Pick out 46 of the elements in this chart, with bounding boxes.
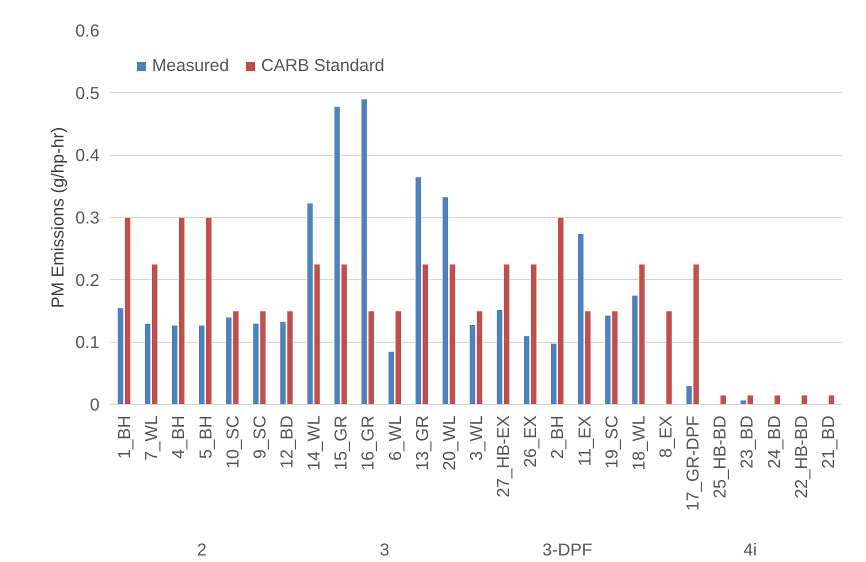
legend-label: Measured [152, 55, 230, 76]
bar [720, 394, 726, 404]
x-tick-label: 4_BH [168, 415, 188, 459]
text: 3-DPF [542, 540, 592, 560]
legend-label: CARB Standard [261, 55, 384, 76]
x-tick-label: 1_BH [114, 415, 134, 459]
x-tick-label: 7_WL [141, 415, 162, 461]
text: 4i [743, 540, 757, 560]
x-tick-label: 5_BH [195, 415, 216, 459]
x-tick-label: 27_HB-EX [493, 415, 514, 498]
text: 3 [380, 540, 390, 560]
text: 2 [197, 540, 207, 560]
y-tick-label: 0.1 [75, 332, 100, 352]
x-tick-label: 24_BD [764, 416, 784, 468]
y-axis-title: PM Emissions (g/hp-hr) [47, 126, 68, 308]
x-tick-label: 2_BH [547, 415, 568, 459]
x-tick-label: 3_WL [466, 415, 486, 461]
x-tick-label: 19_SC [601, 416, 622, 468]
x-tick-label: 26_EX [520, 415, 540, 468]
x-tick-label: 23_BD [736, 416, 757, 468]
x-tick-label: 13_GR [412, 415, 432, 470]
x-tick-label: 17_GR-DPF [682, 415, 703, 511]
x-tick-label: 18_WL [628, 415, 648, 470]
x-tick-label: 8_EX [656, 415, 676, 458]
x-tick-label: 25_HB-BD [710, 415, 730, 498]
bar [801, 394, 808, 404]
y-tick-label: 0.4 [75, 145, 100, 166]
y-tick-label: 0.3 [75, 208, 100, 228]
y-tick-label: 0.2 [75, 270, 100, 290]
x-tick-label: 21_BD [818, 416, 838, 468]
y-tick-label: 0.5 [75, 82, 100, 103]
x-tick-label: 10_SC [222, 416, 242, 468]
y-tick-label: 0.6 [75, 20, 100, 40]
x-tick-label: 20_WL [438, 415, 459, 470]
bar [828, 394, 835, 404]
x-tick-label: 9_SC [249, 415, 270, 459]
x-tick-label: 12_BD [276, 416, 296, 468]
y-tick-label: 0 [90, 394, 100, 414]
x-tick-label: 22_HB-BD [790, 415, 811, 498]
x-tick-label: 15_GR [330, 415, 351, 470]
bar [666, 310, 672, 404]
x-tick-label: 11_EX [574, 415, 594, 466]
x-tick-label: 6_WL [384, 415, 405, 461]
x-tick-label: 16_GR [358, 415, 378, 470]
x-tick-label: 14_WL [304, 415, 324, 470]
bar [774, 394, 781, 404]
